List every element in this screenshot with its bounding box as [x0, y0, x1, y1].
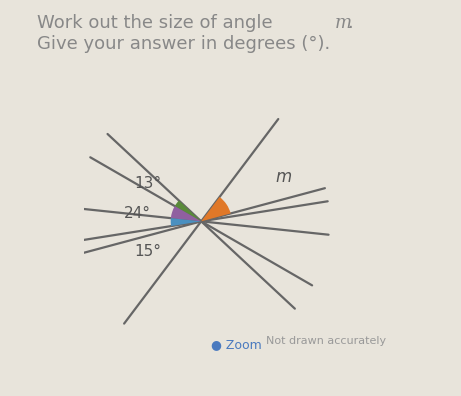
Text: Not drawn accurately: Not drawn accurately: [266, 336, 386, 346]
Text: 15°: 15°: [134, 244, 161, 259]
Text: m: m: [275, 168, 292, 186]
Text: 13°: 13°: [134, 176, 161, 191]
Wedge shape: [201, 197, 230, 221]
Text: Give your answer in degrees (°).: Give your answer in degrees (°).: [37, 35, 330, 53]
Wedge shape: [175, 200, 201, 221]
Wedge shape: [171, 218, 201, 226]
Text: ● Zoom: ● Zoom: [211, 338, 262, 351]
Wedge shape: [171, 206, 201, 221]
Text: Work out the size of angle: Work out the size of angle: [37, 14, 278, 32]
Text: .: .: [347, 14, 352, 32]
Text: m: m: [335, 14, 352, 32]
Text: 24°: 24°: [124, 206, 151, 221]
